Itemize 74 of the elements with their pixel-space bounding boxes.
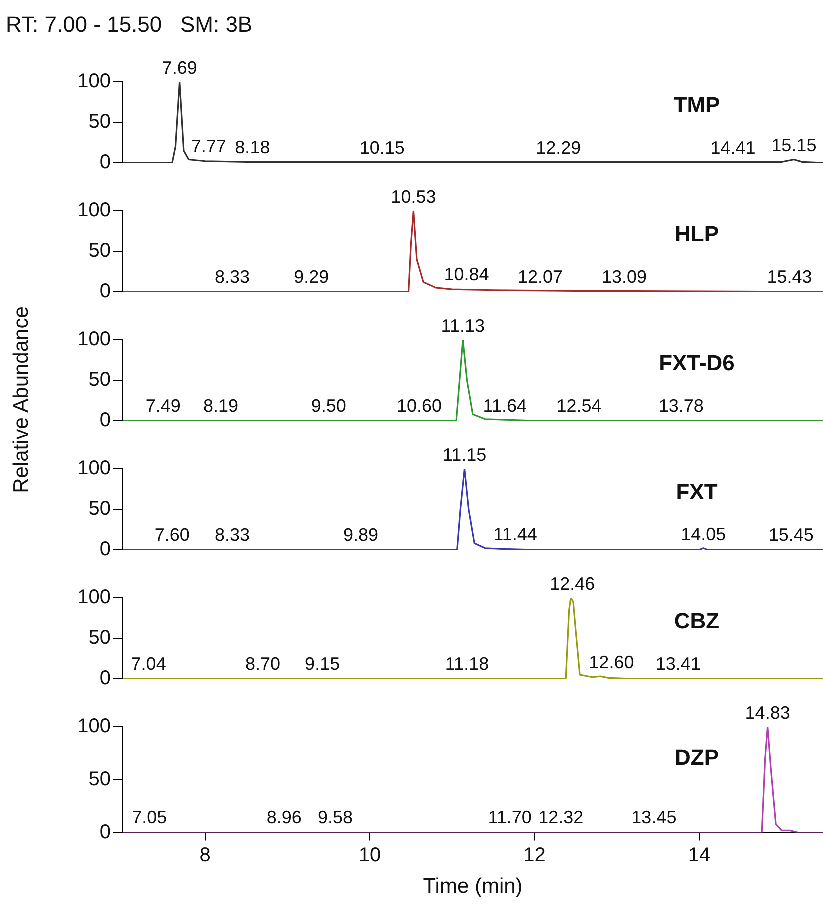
y-tick-label: 0 [100,280,111,303]
annotation: 8.70 [245,654,281,674]
annotation: 7.60 [154,525,190,546]
y-tick-label: 100 [78,586,111,609]
text: HLP [675,221,719,246]
annotation: 13.78 [658,396,704,416]
annotation: 15.15 [772,136,817,156]
annotation: 14.83 [745,702,790,723]
x-tick-label: 10 [358,844,382,866]
text: CBZ [674,608,720,634]
annotation: 12.54 [556,396,602,416]
annotation: 8.18 [235,137,270,158]
y-tick-label: 50 [88,498,111,520]
y-tick-label: 0 [100,410,111,432]
annotation: 10.15 [360,138,405,158]
annotation: 12.32 [538,808,584,828]
y-tick-label: 100 [78,70,111,93]
y-tick-label: 50 [88,768,111,790]
annotation: 7.04 [131,654,166,674]
annotation: 7.49 [146,396,181,416]
annotation: 10.60 [396,396,442,416]
annotation: 8.19 [203,396,239,416]
y-tick-label: 50 [88,627,111,650]
annotation: 7.69 [162,58,198,78]
annotation: 15.45 [768,525,814,546]
annotation: 15.43 [767,267,812,288]
annotation: 9.50 [311,396,346,416]
y-tick-label: 50 [88,111,111,134]
annotation: 9.29 [294,267,330,288]
y-tick-label: 0 [100,668,111,690]
annotation: 11.64 [483,396,527,416]
annotation: 13.09 [602,267,648,288]
y-tick-label: 50 [88,369,111,392]
y-tick-label: 0 [100,152,111,174]
text: TMP [674,92,720,118]
text: FXT-D6 [659,350,735,376]
annotation: 7.77 [191,136,226,157]
y-tick-label: 50 [88,240,111,262]
x-tick-label: 8 [200,844,211,866]
annotation: 9.15 [305,654,340,674]
annotation: 12.29 [536,138,582,158]
annotation: 12.07 [518,267,564,288]
y-tick-label: 0 [100,538,111,561]
annotation: 13.45 [632,808,677,828]
annotation: 14.41 [710,138,756,158]
annotation: 12.46 [550,574,596,594]
annotation: 9.89 [343,525,379,546]
annotation: 11.15 [442,444,487,465]
annotation: 11.13 [441,316,485,336]
annotation: 12.60 [589,652,634,673]
x-axis-title: Time (min) [423,875,523,898]
annotation: 14.05 [681,524,726,544]
annotation: 8.33 [215,267,250,288]
text: FXT [676,479,718,504]
annotation: 10.53 [391,186,436,207]
y-axis-title: Relative Abundance [10,306,34,494]
annotation: 8.33 [215,525,250,546]
chart-title: RT: 7.00 - 15.50 SM: 3B [5,11,254,39]
annotation: 13.41 [656,654,701,674]
annotation: 10.84 [444,264,490,285]
annotation: 11.44 [494,524,538,544]
y-tick-label: 100 [78,716,111,738]
annotation: 11.18 [445,654,490,674]
x-tick-label: 12 [524,844,546,866]
y-tick-label: 100 [78,328,111,351]
y-tick-label: 100 [78,458,111,480]
text: DZP [675,744,719,770]
y-tick-label: 0 [100,821,111,844]
y-tick-label: 100 [78,200,111,222]
annotation: 11.70 [488,808,532,828]
annotation: 7.05 [132,808,168,828]
annotation: 8.96 [266,808,302,828]
x-tick-label: 14 [688,844,711,866]
annotation: 9.58 [318,808,353,828]
